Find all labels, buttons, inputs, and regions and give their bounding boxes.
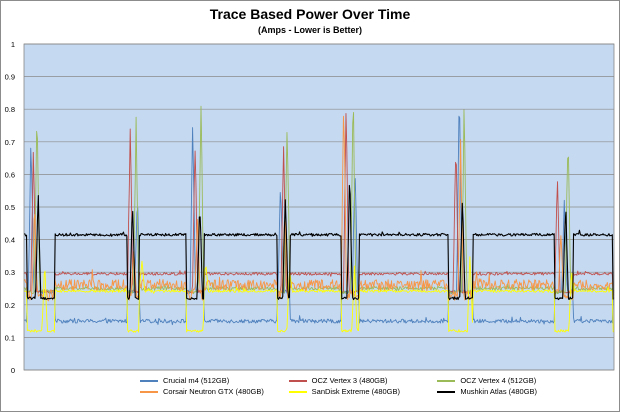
legend-label: Mushkin Atlas (480GB)	[460, 387, 538, 396]
y-tick-label: 0.7	[5, 138, 15, 147]
legend-label: Crucial m4 (512GB)	[163, 376, 230, 385]
y-axis-ticks: 0 0.1 0.2 0.3 0.4 0.5 0.6 0.7 0.8 0.9 1	[5, 40, 15, 375]
legend-swatch	[140, 390, 158, 393]
chart-title: Trace Based Power Over Time	[209, 6, 411, 22]
chart-subtitle: (Amps - Lower is Better)	[257, 25, 362, 35]
legend: Crucial m4 (512GB) OCZ Vertex 3 (480GB) OC…	[140, 376, 580, 396]
y-tick-label: 0.3	[5, 268, 15, 277]
legend-swatch	[437, 379, 456, 382]
series-line-ocz-vertex-4-512gb	[23, 105, 615, 295]
legend-item: OCZ Vertex 4 (512GB)	[437, 376, 580, 385]
y-tick-label: 0.8	[5, 105, 15, 114]
legend-item: OCZ Vertex 3 (480GB)	[288, 376, 432, 385]
y-tick-label: 0.6	[5, 170, 15, 179]
y-tick-label: 0	[11, 366, 15, 375]
y-tick-label: 0.4	[5, 236, 15, 245]
legend-item: Mushkin Atlas (480GB)	[437, 387, 580, 396]
series-line-corsair-neutron-gtx-480gb	[23, 115, 615, 302]
y-tick-label: 0.9	[5, 73, 15, 82]
plot-border	[23, 43, 615, 371]
y-tick-label: 1	[11, 40, 15, 49]
legend-item: Crucial m4 (512GB)	[140, 376, 283, 385]
legend-item: SanDisk Extreme (480GB)	[288, 387, 432, 396]
series-group	[23, 105, 615, 333]
legend-label: SanDisk Extreme (480GB)	[311, 387, 401, 396]
legend-label: OCZ Vertex 3 (480GB)	[311, 376, 388, 385]
legend-swatch	[437, 390, 456, 393]
series-line-sandisk-extreme-480gb	[23, 256, 615, 333]
y-tick-label: 0.1	[5, 333, 15, 342]
legend-swatch	[288, 390, 307, 393]
legend-swatch	[140, 379, 158, 382]
legend-item: Corsair Neutron GTX (480GB)	[140, 387, 283, 396]
y-tick-label: 0.2	[5, 301, 15, 310]
y-tick-label: 0.5	[5, 203, 15, 212]
series-line-mushkin-atlas-480gb	[23, 184, 615, 301]
legend-label: Corsair Neutron GTX (480GB)	[163, 387, 264, 396]
legend-swatch	[288, 379, 307, 382]
legend-label: OCZ Vertex 4 (512GB)	[460, 376, 537, 385]
series-line-ocz-vertex-3-480gb	[23, 113, 615, 294]
series-line-crucial-m4-512gb	[23, 115, 615, 326]
